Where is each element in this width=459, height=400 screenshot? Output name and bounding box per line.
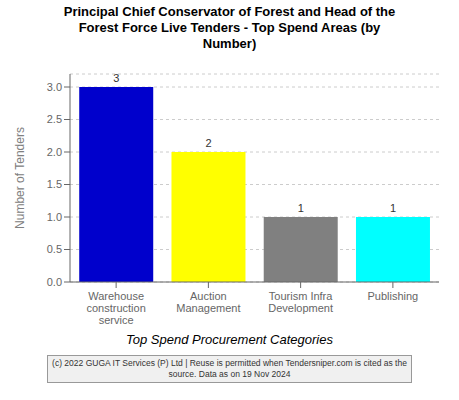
html-text:Top Spend Procurement Categori: Top Spend Procurement Categories (126, 332, 333, 347)
svg-text:1.5: 1.5 (47, 178, 62, 190)
svg-text:1: 1 (390, 202, 396, 214)
svg-text:1: 1 (298, 202, 304, 214)
html-text:Principal Chief Conservator of: Principal Chief Conservator of Forest an… (63, 4, 396, 19)
svg-text:3.0: 3.0 (47, 81, 62, 93)
svg-text:2.0: 2.0 (47, 146, 62, 158)
svg-text:0.0: 0.0 (47, 276, 62, 288)
svg-text:Warehouseconstructionservice: Warehouseconstructionservice (86, 290, 145, 326)
svg-text:2: 2 (205, 137, 211, 149)
svg-text:Tourism InfraDevelopment: Tourism InfraDevelopment (268, 290, 333, 314)
svg-text:Publishing: Publishing (367, 290, 418, 302)
svg-text:Number of Tenders: Number of Tenders (13, 127, 27, 229)
html-text:Number): Number) (202, 36, 257, 51)
svg-text:0.5: 0.5 (47, 243, 62, 255)
html-text:Forest Force Live Tenders - To: Forest Force Live Tenders - Top Spend Ar… (78, 20, 381, 35)
svg-text:1.0: 1.0 (47, 211, 62, 223)
html-text:(c) 2022 GUGA IT Services (P): (c) 2022 GUGA IT Services (P) Ltd | Reus… (52, 358, 407, 368)
svg-text:AuctionManagement: AuctionManagement (176, 290, 240, 314)
svg-text:2.5: 2.5 (47, 113, 62, 125)
html-text:source. Data as on 19 Nov 2024: source. Data as on 19 Nov 2024 (168, 369, 291, 379)
svg-text:3: 3 (113, 72, 119, 84)
